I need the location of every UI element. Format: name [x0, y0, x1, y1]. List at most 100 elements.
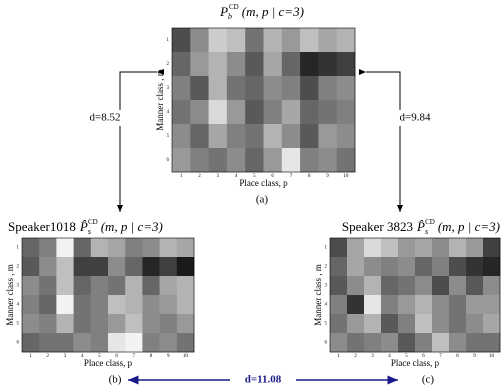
x-tick-label: 4 [81, 354, 84, 359]
heatmap-cell [432, 257, 450, 277]
x-tick-label: 5 [405, 354, 408, 359]
title-symbol: P̂ [416, 219, 425, 234]
heatmap-cell [330, 238, 348, 258]
heatmap-cell [190, 76, 209, 101]
y-tick-label: 5 [167, 134, 170, 139]
heatmap-cell [263, 148, 283, 173]
heatmap-cell [300, 52, 319, 77]
heatmap-cell [142, 257, 160, 277]
heatmap-cell [176, 333, 195, 353]
heatmap-cell [142, 295, 160, 315]
heatmap-cell [318, 76, 337, 101]
x-tick-label: 8 [308, 174, 311, 179]
heatmap-cell [176, 276, 195, 296]
title-sup: CD [425, 218, 435, 226]
heatmap-cell [432, 276, 450, 296]
heatmap-cell [73, 295, 92, 315]
heatmap-cell [176, 257, 195, 277]
x-tick-label: 10 [343, 174, 349, 179]
x-tick-label: 8 [150, 354, 153, 359]
panel-label: (c) [422, 374, 435, 386]
heatmap-cell [466, 333, 484, 353]
heatmap-cell [226, 76, 246, 101]
title-symbol: P [219, 4, 228, 19]
heatmap-cell [125, 257, 143, 277]
x-tick-label: 3 [64, 354, 67, 359]
heatmap-frame [21, 237, 195, 353]
heatmap-cell [226, 28, 246, 53]
title-sub: s [88, 227, 91, 236]
heatmap-cell [466, 295, 484, 315]
heatmap-cell [364, 257, 382, 277]
heatmap-cell [364, 295, 382, 315]
heatmap-cell [90, 257, 109, 277]
x-tick-label: 10 [183, 354, 189, 359]
y-tick-label: 3 [325, 284, 328, 289]
heatmap-cell [245, 148, 264, 173]
heatmap-cell [56, 314, 74, 334]
x-tick-label: 1 [180, 174, 183, 179]
heatmap-cell [190, 100, 209, 125]
heatmap-cell [483, 238, 501, 258]
heatmap-cell [300, 124, 319, 149]
x-axis-label: Place class, p [239, 178, 288, 188]
heatmap-cell [415, 314, 433, 334]
heatmap-cell [318, 100, 337, 125]
heatmap-cell [142, 238, 160, 258]
heatmap-cell [172, 76, 191, 101]
heatmap-cell [466, 276, 484, 296]
title-args: (m, p | c=3) [242, 4, 304, 19]
heatmap-cell [176, 238, 195, 258]
x-tick-label: 1 [29, 354, 32, 359]
heatmap-cell [73, 314, 92, 334]
heatmap-cell [347, 276, 365, 296]
heatmap-cell [226, 148, 246, 173]
heatmap-cell [56, 333, 74, 353]
y-axis-label: Manner class , m [5, 264, 15, 325]
x-tick-label: 4 [235, 174, 238, 179]
distance-label: d=11.08 [245, 374, 282, 386]
heatmap-cell [125, 314, 143, 334]
heatmap-cell [415, 333, 433, 353]
y-tick-label: 2 [17, 265, 20, 270]
heatmap-cell [398, 314, 416, 334]
heatmap-cell [245, 76, 264, 101]
heatmap-cell [172, 28, 191, 53]
heatmap-cell [108, 333, 126, 353]
heatmap-cell [176, 314, 195, 334]
panel-label: (a) [256, 194, 269, 206]
title-sub: s [425, 227, 428, 236]
distance-label: d=8.52 [90, 112, 121, 124]
x-tick-label: 3 [217, 174, 220, 179]
x-tick-label: 8 [456, 354, 459, 359]
y-tick-label: 5 [17, 322, 20, 327]
heatmap-cell [90, 238, 109, 258]
heatmap-cell [330, 295, 348, 315]
heatmap-cell [56, 295, 74, 315]
x-tick-label: 9 [326, 174, 329, 179]
heatmap-cell [159, 257, 178, 277]
x-tick-label: 9 [473, 354, 476, 359]
heatmap-cell [108, 276, 126, 296]
heatmap-cell [108, 257, 126, 277]
heatmap-cell [226, 124, 246, 149]
heatmap-cell [39, 314, 57, 334]
y-tick-label: 6 [17, 341, 20, 346]
x-tick-label: 10 [489, 354, 495, 359]
y-tick-label: 6 [167, 158, 170, 163]
heatmap-cell [172, 124, 191, 149]
title-prefix: Speaker 3823 [342, 219, 413, 234]
heatmap-cell [347, 314, 365, 334]
y-tick-label: 4 [17, 303, 20, 308]
heatmap-cell [22, 257, 40, 277]
heatmap-cell [190, 28, 209, 53]
heatmap-cell [466, 314, 484, 334]
heatmap-cell [318, 28, 337, 53]
heatmap-cell [415, 238, 433, 258]
label-bg [86, 110, 124, 126]
heatmap-cell [22, 295, 40, 315]
heatmap-cell [159, 238, 178, 258]
heatmap-cell [432, 295, 450, 315]
x-tick-label: 5 [253, 174, 256, 179]
heatmap-cell [381, 295, 399, 315]
